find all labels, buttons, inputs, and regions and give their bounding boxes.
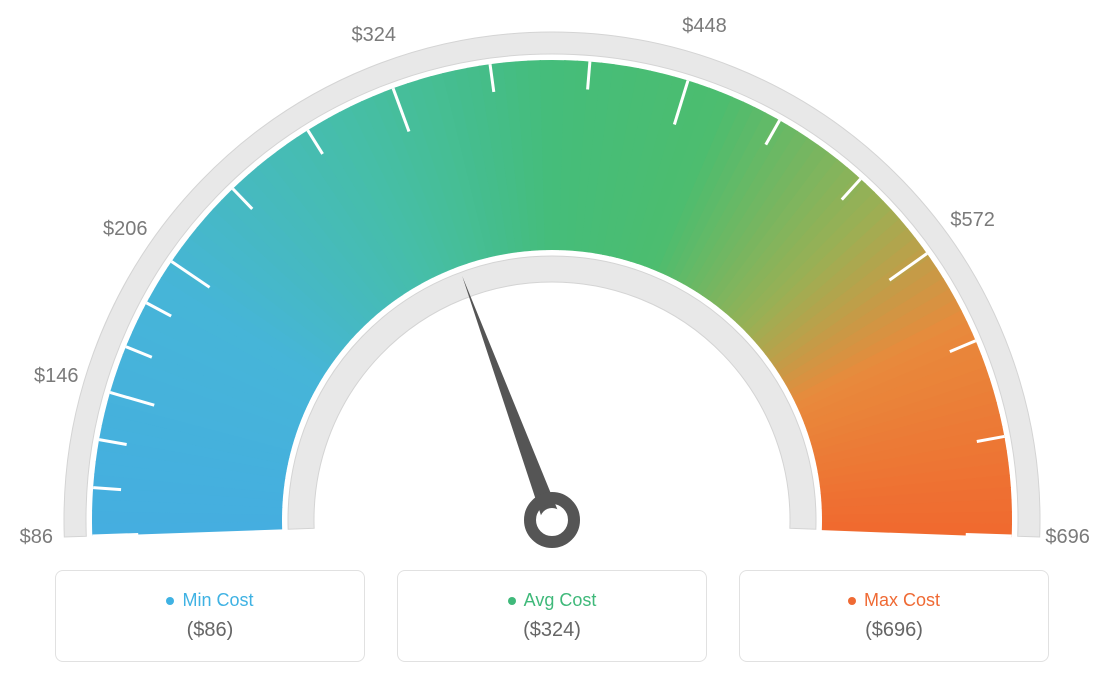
gauge-tick-label: $448: [675, 15, 735, 38]
legend-box-max: Max Cost ($696): [739, 570, 1049, 662]
dot-icon: [508, 597, 516, 605]
gauge-tick-label: $324: [344, 24, 404, 47]
gauge-tick-label: $86: [6, 526, 66, 549]
legend-text-avg: Avg Cost: [524, 590, 597, 611]
legend-label-avg: Avg Cost: [508, 590, 597, 611]
legend-row: Min Cost ($86) Avg Cost ($324) Max Cost …: [55, 570, 1049, 662]
gauge-tick-label: $146: [26, 365, 86, 388]
gauge-tick-label: $696: [1038, 526, 1098, 549]
legend-box-min: Min Cost ($86): [55, 570, 365, 662]
legend-value-max: ($696): [865, 619, 923, 642]
legend-label-min: Min Cost: [166, 590, 253, 611]
legend-value-avg: ($324): [523, 619, 581, 642]
legend-value-min: ($86): [187, 619, 234, 642]
legend-label-max: Max Cost: [848, 590, 940, 611]
gauge-chart: $86$146$206$324$448$572$696: [22, 20, 1082, 550]
dot-icon: [848, 597, 856, 605]
legend-text-max: Max Cost: [864, 590, 940, 611]
gauge-tick-label: $572: [943, 209, 1003, 232]
legend-box-avg: Avg Cost ($324): [397, 570, 707, 662]
gauge-tick-label: $206: [95, 218, 155, 241]
dot-icon: [166, 597, 174, 605]
gauge-svg: [22, 20, 1082, 550]
legend-text-min: Min Cost: [182, 590, 253, 611]
